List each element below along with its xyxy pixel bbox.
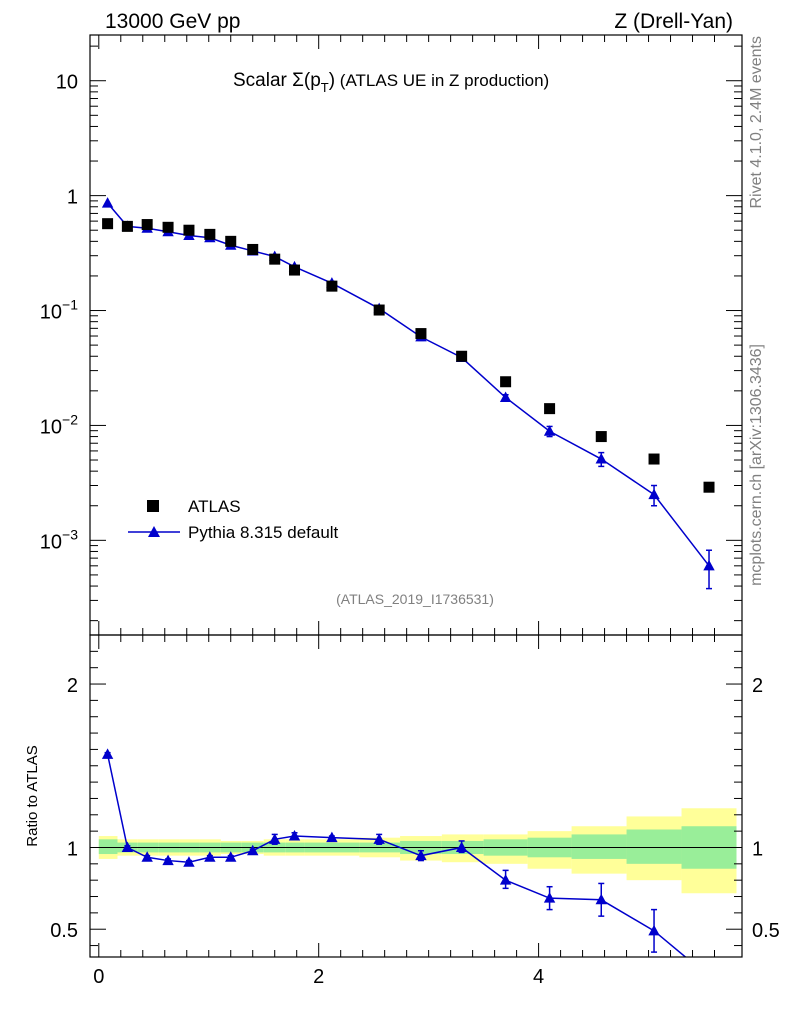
mc-point-ratio <box>225 851 237 862</box>
atlas-data-point <box>415 328 427 340</box>
mc-point-ratio <box>455 841 468 852</box>
mc-point-ratio <box>543 892 556 903</box>
ratio-y-tick-label: 1 <box>67 838 78 860</box>
atlas-data-point <box>648 453 660 465</box>
mc-point-ratio <box>269 833 281 844</box>
atlas-data-point <box>544 403 556 415</box>
mc-point-main <box>595 453 607 464</box>
ratio-y-tick-labels-right: 210.5 <box>752 675 780 942</box>
header-right-title: Z (Drell-Yan) <box>614 10 733 33</box>
mc-point-ratio <box>373 833 385 844</box>
x-tick-label: 4 <box>533 966 544 988</box>
x-tick-label: 2 <box>313 966 324 988</box>
ratio-plot-frame <box>89 634 743 958</box>
ratio-y-tick-label: 2 <box>67 675 78 697</box>
main-y-tick-label: 1 <box>67 187 78 209</box>
data-series-main <box>102 218 715 493</box>
mc-point-ratio <box>101 748 114 759</box>
atlas-data-point <box>162 221 174 233</box>
atlas-data-point <box>204 228 216 240</box>
main-plot-panel: 10 1 10−1 10−2 10−3 Scalar Σ(pT) (ATLAS UE i… <box>40 34 743 636</box>
ratio-y-tick-label: 0.5 <box>50 920 78 942</box>
ratio-y-tick-label-right: 2 <box>752 675 763 697</box>
atlas-data-point <box>289 264 301 276</box>
atlas-data-point <box>326 280 338 292</box>
x-tick-labels: 0 2 4 <box>93 966 544 988</box>
main-y-tick-label: 10−3 <box>40 526 78 553</box>
mc-point-ratio <box>121 841 134 852</box>
legend-atlas-label: ATLAS <box>188 497 241 516</box>
atlas-data-point <box>121 220 133 232</box>
mc-point-main <box>499 391 512 403</box>
ratio-uncertainty-bands <box>98 808 737 894</box>
ratio-band-inner <box>98 839 118 855</box>
mc-point-main <box>101 197 114 208</box>
mc-point-main <box>703 559 715 571</box>
mc-point-main <box>648 488 660 500</box>
main-y-tick-label: 10−1 <box>40 297 78 324</box>
mc-point-ratio <box>499 874 512 885</box>
atlas-data-point <box>102 218 114 230</box>
legend-pythia-marker <box>148 526 160 537</box>
mc-point-ratio <box>595 893 607 905</box>
atlas-data-point <box>247 243 259 255</box>
ratio-y-tick-label-right: 1 <box>752 838 763 860</box>
atlas-data-point <box>703 481 715 493</box>
header-left-title: 13000 GeV pp <box>105 10 240 33</box>
main-plot-title: Scalar Σ(pT) (ATLAS UE in Z production) <box>233 70 549 95</box>
ratio-y-tick-labels: 210.5 <box>50 675 78 942</box>
mc-point-ratio <box>648 924 660 936</box>
mc-point-ratio <box>703 971 714 982</box>
atlas-data-point <box>373 304 385 316</box>
ratio-band-inner <box>626 829 682 864</box>
legend-atlas-marker <box>147 500 159 512</box>
main-y-tick-labels: 10 1 10−1 10−2 10−3 <box>40 72 78 554</box>
legend: ATLAS Pythia 8.315 default <box>128 497 339 542</box>
mc-point-ratio <box>326 831 338 843</box>
atlas-data-point <box>269 253 281 265</box>
ratio-axis-ticks <box>90 635 742 957</box>
x-tick-label: 0 <box>93 966 104 988</box>
main-axis-ticks <box>90 35 742 635</box>
analysis-id-label: (ATLAS_2019_I1736531) <box>336 591 494 607</box>
mc-point-ratio <box>183 856 195 867</box>
main-y-tick-label: 10 <box>56 72 78 94</box>
atlas-data-point <box>595 431 607 443</box>
mc-point-main <box>543 425 556 436</box>
atlas-data-point <box>183 224 195 236</box>
atlas-data-point <box>141 219 153 231</box>
mc-point-ratio <box>288 830 301 841</box>
mc-series-ratio <box>101 748 714 982</box>
ratio-y-tick-label-right: 0.5 <box>752 920 780 942</box>
mc-point-ratio <box>141 851 153 862</box>
mcplots-source-label: mcplots.cern.ch [arXiv:1306.3436] <box>748 344 765 586</box>
main-y-tick-label: 10−2 <box>40 411 78 438</box>
atlas-data-point <box>500 376 512 388</box>
mc-point-ratio <box>415 849 427 861</box>
mc-point-ratio <box>247 844 259 856</box>
mc-point-ratio <box>162 854 174 866</box>
ratio-y-axis-label: Ratio to ATLAS <box>24 745 41 846</box>
legend-pythia-label: Pythia 8.315 default <box>188 523 339 542</box>
ratio-band-inner <box>571 834 627 859</box>
atlas-data-point <box>225 235 237 247</box>
rivet-version-label: Rivet 4.1.0, 2.4M events <box>748 36 765 209</box>
mc-point-ratio <box>204 851 216 862</box>
atlas-data-point <box>456 350 468 362</box>
